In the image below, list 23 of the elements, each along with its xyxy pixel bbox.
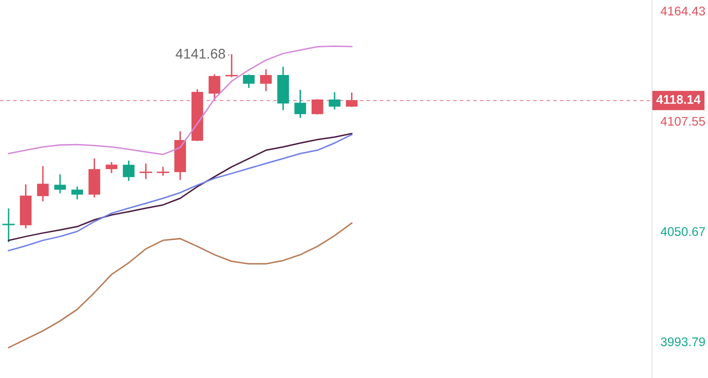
candlestick xyxy=(106,162,118,174)
candlestick xyxy=(225,54,238,78)
line-series xyxy=(8,222,352,348)
candlestick xyxy=(37,166,49,202)
ref-line-label: 4118.14 xyxy=(656,95,701,104)
candlestick xyxy=(328,92,340,110)
candlestick xyxy=(71,186,84,200)
y-tick-label: 4050.67 xyxy=(660,227,705,236)
candlestick xyxy=(122,160,135,181)
candlestick xyxy=(140,163,152,180)
candlestick xyxy=(242,74,255,88)
candlestick xyxy=(294,90,306,118)
candlestick xyxy=(312,99,324,114)
y-tick-label: 4164.43 xyxy=(660,6,705,16)
candlestick xyxy=(208,74,220,101)
line-series xyxy=(8,45,352,156)
candlestick xyxy=(2,208,15,242)
candlestick xyxy=(260,69,272,92)
candlestick xyxy=(346,92,358,107)
y-tick-label: 3993.79 xyxy=(660,337,705,346)
y-tick-label: 4107.55 xyxy=(660,116,705,126)
candlestick xyxy=(54,174,66,194)
annotation: 4141.68 xyxy=(176,48,226,59)
